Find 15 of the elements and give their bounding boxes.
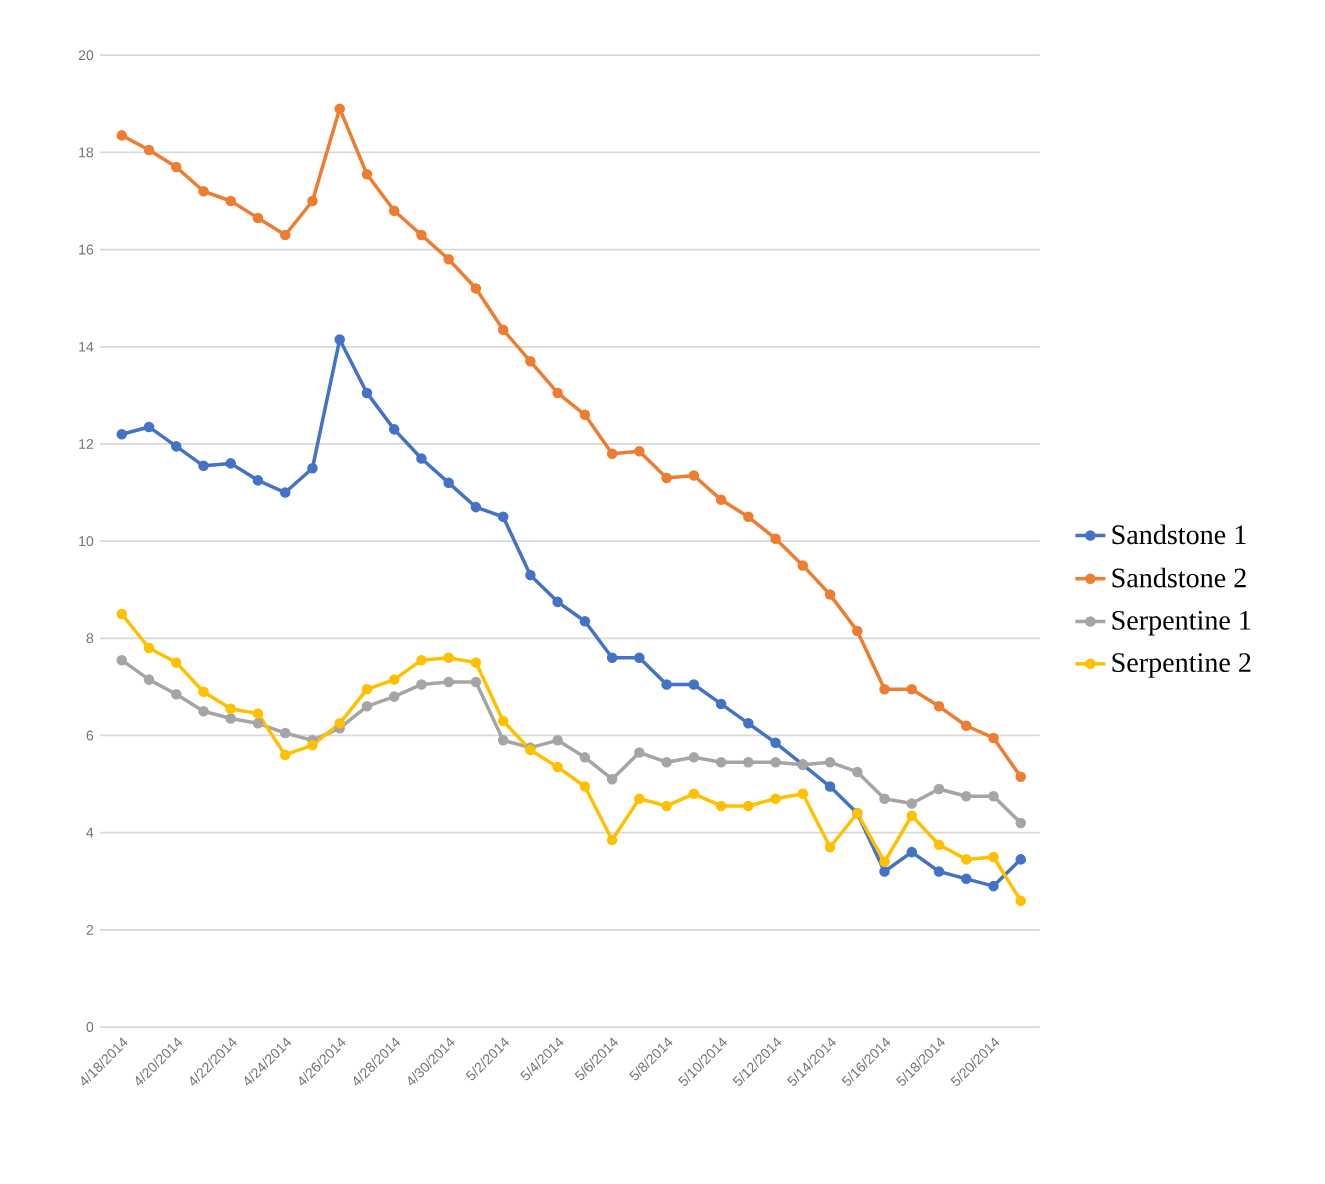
legend-label: Sandstone 1: [1112, 524, 1246, 545]
y-tick-label: 4: [86, 827, 94, 838]
legend-label: Serpentine 1: [1112, 610, 1251, 636]
y-tick-label: 16: [79, 244, 94, 255]
y-tick-label: 8: [86, 633, 94, 644]
legend-label: Serpentine 2: [1112, 653, 1251, 678]
y-tick-label: 2: [86, 924, 94, 935]
y-tick-label: 14: [79, 341, 94, 352]
y-tick-label: 20: [78, 50, 94, 61]
y-tick-label: 18: [79, 147, 94, 158]
y-tick-label: 10: [79, 536, 94, 547]
y-tick-label: 6: [86, 730, 94, 741]
y-tick-label: 12: [79, 439, 94, 449]
legend-label: Sandstone 2: [1112, 567, 1246, 588]
y-tick-label: 0: [86, 1022, 94, 1033]
